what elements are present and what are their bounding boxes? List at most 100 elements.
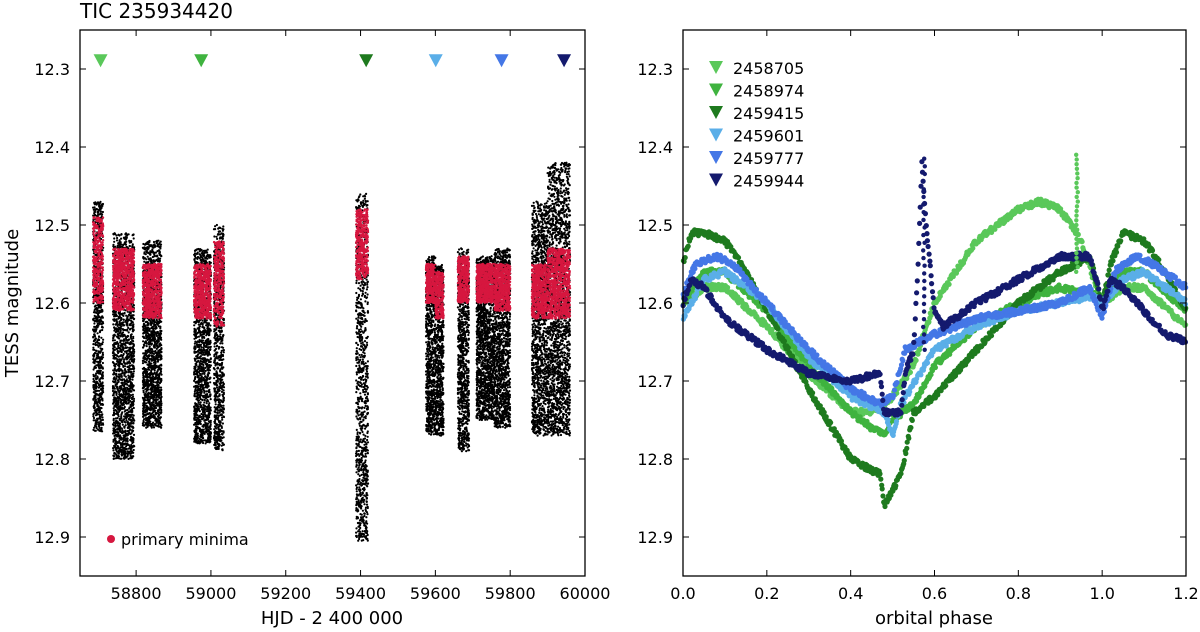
data-point <box>100 387 103 391</box>
primary-minimum-point <box>95 256 99 259</box>
data-point <box>127 398 130 401</box>
data-point <box>124 329 127 332</box>
data-point <box>97 363 100 366</box>
data-point <box>98 320 101 323</box>
data-point <box>118 428 121 431</box>
data-point <box>95 372 98 375</box>
data-point <box>123 430 126 433</box>
data-point <box>119 373 122 376</box>
primary-minimum-point <box>130 263 133 266</box>
data-point <box>157 339 160 343</box>
observation-segment <box>141 239 163 429</box>
data-point <box>114 457 117 460</box>
data-point <box>127 392 130 395</box>
data-point <box>94 422 97 425</box>
primary-minimum-point <box>127 269 130 272</box>
data-point <box>123 373 126 376</box>
data-point <box>121 312 124 315</box>
primary-minimum-point <box>120 283 124 287</box>
primary-minimum-point <box>123 248 127 251</box>
data-point <box>101 422 104 425</box>
data-point <box>124 243 127 246</box>
data-point <box>92 206 95 209</box>
data-point <box>155 398 158 401</box>
data-point <box>151 249 154 252</box>
primary-minimum-point <box>100 296 103 299</box>
primary-minimum-point <box>97 234 101 237</box>
primary-minimum-point <box>112 294 116 298</box>
primary-minimum-point <box>97 253 100 257</box>
data-point <box>156 380 159 383</box>
data-point <box>145 390 148 393</box>
data-point <box>113 367 116 370</box>
data-point <box>97 213 100 216</box>
data-point <box>97 314 100 317</box>
data-point <box>119 324 122 327</box>
primary-minimum-point <box>100 231 103 234</box>
primary-minimum-point <box>126 282 129 285</box>
primary-minimum-point <box>120 291 124 294</box>
data-point <box>122 361 125 364</box>
data-point <box>98 330 101 333</box>
data-point <box>101 399 104 402</box>
data-point <box>153 394 156 397</box>
data-point <box>122 236 125 239</box>
data-point <box>131 395 135 398</box>
data-point <box>131 388 134 391</box>
data-point <box>101 416 104 419</box>
data-point <box>150 347 153 350</box>
data-point <box>126 334 129 338</box>
primary-minimum-point <box>116 283 119 286</box>
data-point <box>132 233 135 236</box>
data-point <box>99 205 102 208</box>
data-point <box>93 404 96 407</box>
data-point <box>101 403 105 406</box>
data-point <box>129 316 132 319</box>
data-point <box>145 404 148 407</box>
data-point <box>119 401 122 404</box>
data-point <box>124 409 127 412</box>
data-point <box>111 339 115 342</box>
data-point <box>96 211 99 214</box>
data-point <box>97 209 100 212</box>
primary-minimum-point <box>119 255 122 258</box>
data-point <box>101 202 105 206</box>
data-point <box>124 238 127 241</box>
data-point <box>92 398 95 401</box>
data-point <box>130 382 133 385</box>
data-point <box>101 213 104 216</box>
data-point <box>100 357 103 360</box>
data-point <box>150 258 153 261</box>
data-point <box>122 393 125 396</box>
data-point <box>94 349 97 352</box>
data-point <box>121 343 124 346</box>
data-point <box>142 371 145 374</box>
data-point <box>93 201 96 204</box>
data-point <box>96 344 99 347</box>
primary-minimum-point <box>94 224 98 228</box>
data-point <box>158 372 161 375</box>
data-point <box>142 418 146 421</box>
data-point <box>118 363 121 366</box>
data-point <box>112 373 115 376</box>
data-point <box>112 449 115 452</box>
primary-minimum-point <box>101 279 104 282</box>
data-point <box>123 420 126 423</box>
data-point <box>111 423 115 426</box>
data-point <box>98 383 101 386</box>
primary-minimum-point <box>131 285 134 289</box>
data-point <box>118 312 121 316</box>
data-point <box>115 382 118 386</box>
data-point <box>147 379 150 382</box>
data-point <box>130 354 133 358</box>
data-point <box>156 254 159 257</box>
data-point <box>158 366 161 369</box>
data-point <box>125 233 129 236</box>
primary-minimum-point <box>95 251 99 254</box>
data-point <box>126 437 129 440</box>
data-point <box>93 210 96 213</box>
data-point <box>160 411 163 414</box>
data-point <box>92 346 95 349</box>
data-point <box>128 244 131 248</box>
